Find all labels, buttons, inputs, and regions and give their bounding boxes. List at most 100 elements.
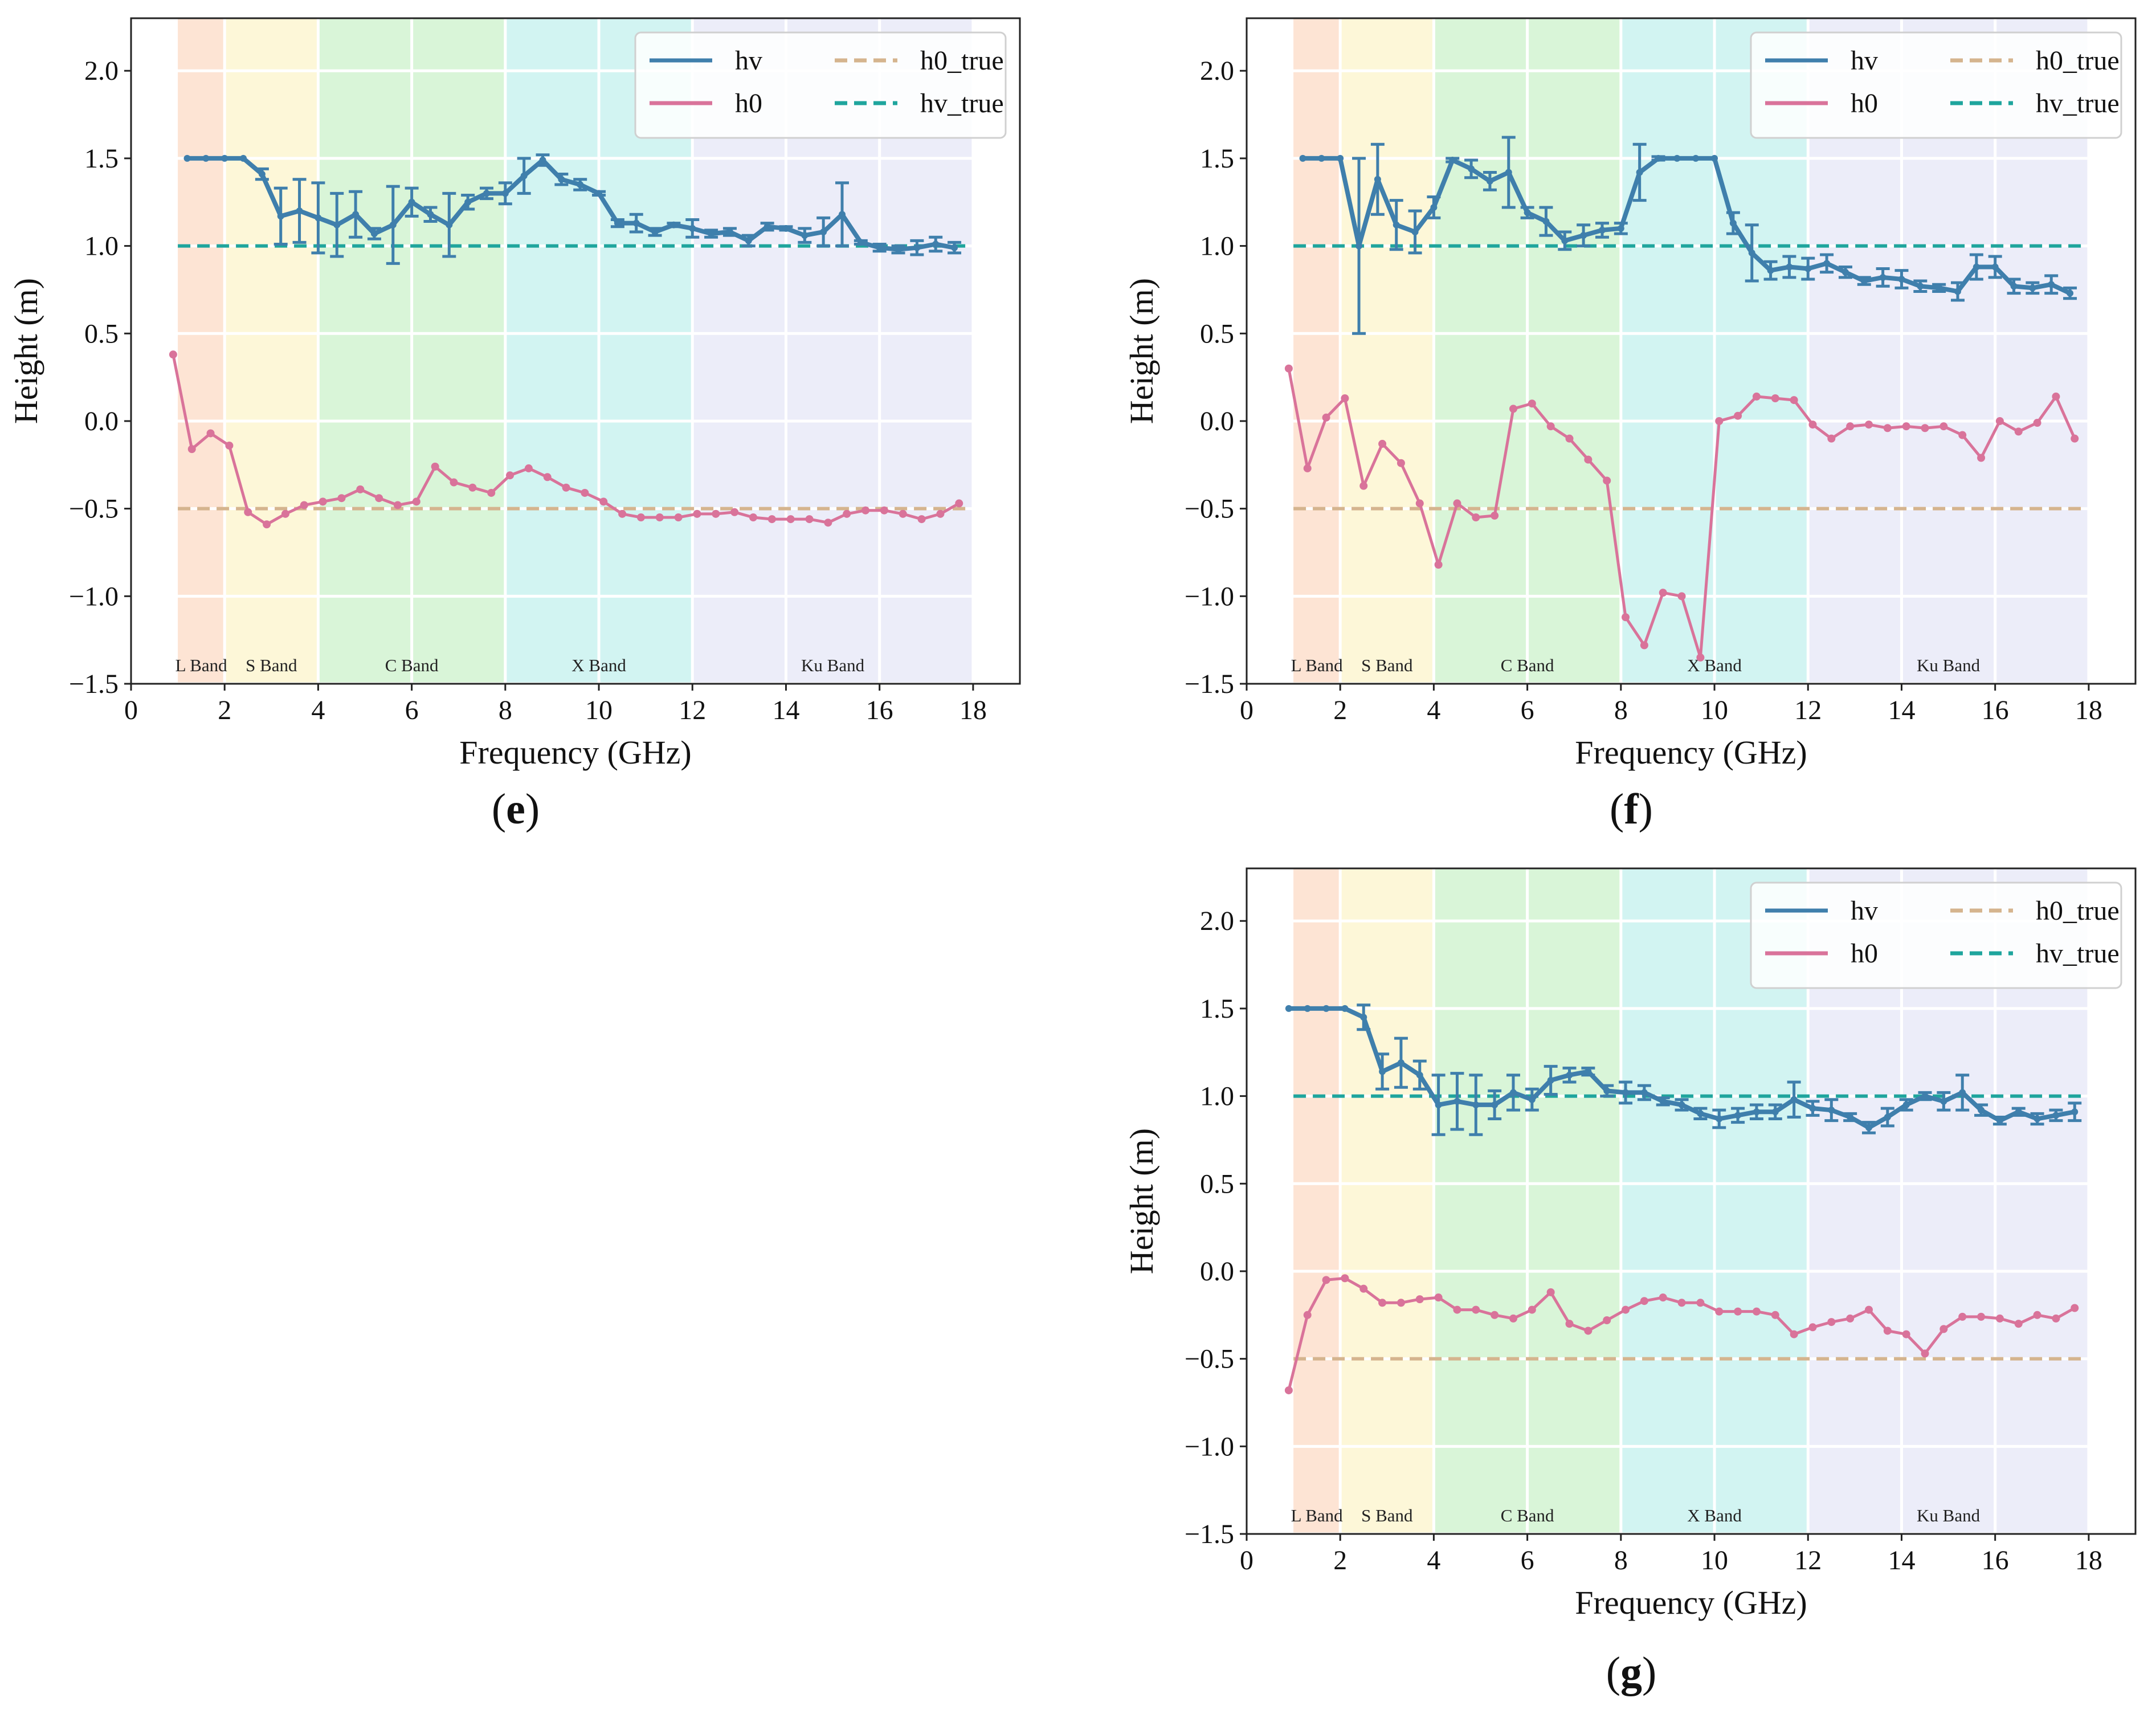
h0-point: [581, 488, 589, 497]
h0-point: [618, 509, 627, 518]
h0-point: [1472, 513, 1480, 521]
x-tick-label: 4: [311, 695, 325, 725]
h0-point: [1509, 1314, 1517, 1323]
hv-point: [2048, 281, 2055, 288]
band-label: Ku Band: [1917, 655, 1981, 675]
h0-point: [187, 445, 196, 454]
h0-point: [1902, 1330, 1910, 1338]
legend-label-h0: h0: [1851, 938, 1878, 969]
h0-point: [1921, 424, 1929, 432]
band-label: X Band: [571, 655, 626, 675]
x-tick-label: 6: [1521, 1545, 1534, 1576]
hv-point: [839, 211, 846, 218]
hv-point: [689, 225, 696, 232]
h0-point: [2014, 427, 2023, 436]
hv-point: [763, 223, 771, 230]
hv-point: [1640, 1089, 1648, 1096]
hv-point: [352, 211, 360, 218]
legend-label-h0: h0: [1851, 88, 1878, 119]
h0-point: [1359, 481, 1368, 490]
h0-point: [880, 506, 888, 515]
hv-point: [1659, 1097, 1667, 1105]
x-tick-label: 2: [1333, 1545, 1347, 1576]
h0-point: [1565, 1320, 1574, 1328]
h0-point: [506, 471, 514, 480]
hv-point: [2071, 1108, 2079, 1116]
h0-point: [1584, 455, 1592, 464]
plot-frame: [130, 17, 1021, 685]
hv-point: [1734, 1112, 1742, 1119]
h0-point: [337, 494, 346, 503]
x-tick-label: 10: [1701, 695, 1728, 725]
h0-point: [356, 485, 365, 493]
h0-point: [1396, 459, 1405, 467]
hv-point: [2067, 289, 2074, 297]
h0-point: [1846, 422, 1855, 431]
h0-point: [1659, 1293, 1667, 1302]
h0-point: [1434, 1293, 1443, 1302]
y-tick-label: 1.5: [84, 144, 119, 174]
hv-point: [1304, 1005, 1311, 1012]
hv-point: [1472, 1101, 1480, 1108]
h0-point: [2033, 1311, 2041, 1319]
h0-point: [1808, 421, 1817, 429]
hv-point: [1804, 265, 1812, 272]
h0-point: [1977, 454, 1986, 462]
band-label: Ku Band: [801, 655, 865, 675]
hv-point: [1547, 1076, 1554, 1084]
h0-point: [375, 494, 383, 503]
h0-point: [1977, 1312, 1986, 1321]
h0-point: [1640, 1297, 1648, 1305]
hv-point: [1411, 228, 1419, 235]
band-label: C Band: [385, 655, 439, 675]
h0-point: [1734, 411, 1742, 420]
h0-point: [1771, 394, 1779, 402]
legend-box: [1750, 31, 2122, 139]
hv-point: [2015, 1108, 2022, 1116]
h0-point: [2071, 434, 2079, 443]
h0-point: [1958, 431, 1967, 439]
band-label: Ku Band: [1917, 1505, 1981, 1525]
h0-point: [1603, 476, 1611, 485]
x-tick-label: 10: [1701, 1545, 1728, 1576]
band-region: [1340, 18, 1434, 684]
band-region: [1340, 868, 1434, 1534]
hv-point: [240, 154, 247, 162]
band-label: X Band: [1687, 655, 1742, 675]
hv-point: [1322, 1005, 1330, 1012]
h0-point: [636, 513, 645, 521]
h0-point: [1303, 1311, 1312, 1319]
x-axis-label: Frequency (GHz): [1575, 734, 1807, 771]
h0-point: [1677, 1299, 1686, 1307]
x-tick-label: 2: [1333, 695, 1347, 725]
y-tick-label: 1.0: [84, 231, 119, 262]
hv-point: [202, 154, 210, 162]
hv-point: [1617, 225, 1624, 232]
hv-point: [895, 246, 902, 253]
hv-point: [577, 181, 584, 188]
h0-point: [524, 464, 533, 472]
hv-point: [1917, 283, 1924, 290]
h0-point: [1677, 592, 1686, 601]
band-label: S Band: [1361, 1505, 1413, 1525]
h0-point: [169, 350, 177, 359]
h0-point: [1341, 394, 1349, 402]
hv-point: [1954, 288, 1961, 295]
hv-point: [277, 213, 284, 220]
h0-point: [450, 478, 458, 487]
band-label: L Band: [1291, 1505, 1343, 1525]
hv-point: [1771, 1108, 1779, 1116]
h0-point: [1734, 1307, 1742, 1316]
hv-point: [857, 239, 864, 246]
h0-point: [1865, 1305, 1873, 1314]
h0-point: [1771, 1311, 1779, 1319]
h0-point: [1603, 1316, 1611, 1325]
hv-point: [1692, 154, 1700, 162]
x-tick-label: 18: [2075, 695, 2102, 725]
legend-label-hv: hv: [735, 46, 762, 76]
panel-caption: (g): [1606, 1648, 1657, 1696]
h0-point: [1865, 421, 1873, 429]
y-tick-label: 2.0: [1200, 56, 1234, 86]
hv-point: [1561, 237, 1569, 244]
